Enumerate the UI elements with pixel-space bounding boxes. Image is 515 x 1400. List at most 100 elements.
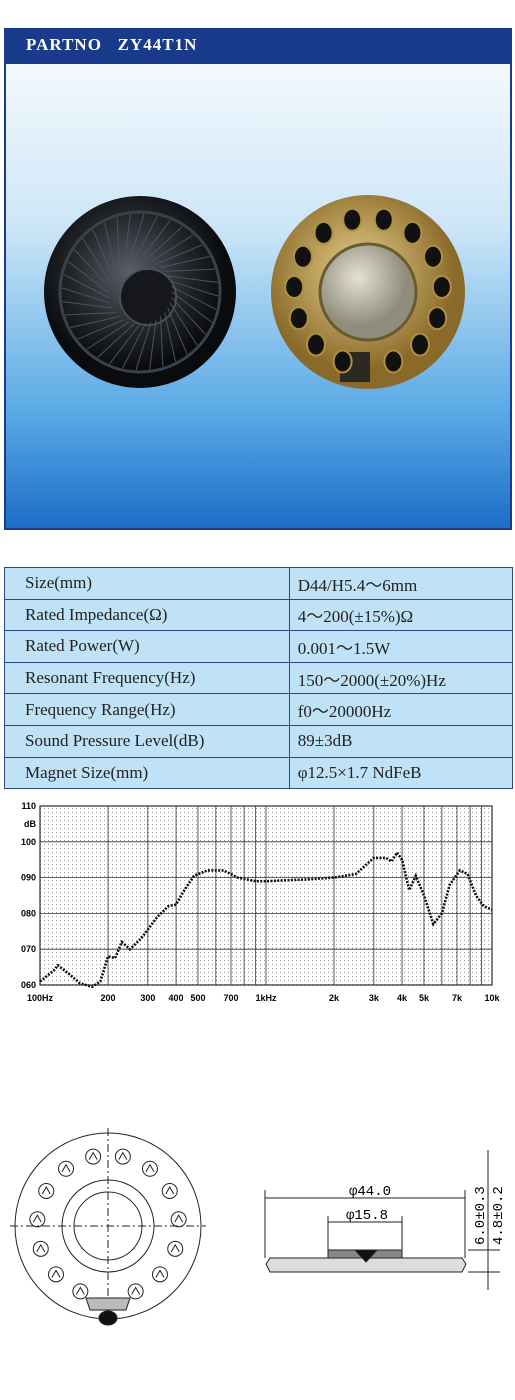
terminal-pad [98,1310,118,1326]
vent-hole [427,306,448,331]
x-tick-label: 500 [190,993,205,1003]
cone-rib [164,268,215,272]
header-title: PARTNO ZY44T1N [4,28,512,62]
vent-hole-mark [32,1214,42,1223]
spec-row: Rated Impedance(Ω) 4～200(±15%)Ω [4,598,514,632]
cone-rib [62,301,113,309]
spec-value: 150～2000(±20%)Hz [288,661,514,695]
cone-rib [70,316,120,328]
vent-hole [127,1283,144,1300]
x-tick-label: 700 [223,993,238,1003]
spec-value: 89±3dB [288,724,514,758]
cone-rib [67,261,109,293]
cone-rib [167,275,218,283]
vent-hole [58,1160,75,1177]
vent-hole [305,332,326,357]
spec-table: Size(mm) D44/H5.4～6mm Rated Impedance(Ω) 4～… [4,567,514,790]
speaker-photos [44,195,465,389]
y-tick-label: 110 [21,801,36,811]
cone-rib [109,323,141,365]
cone-rib [82,238,111,282]
speaker-dome [119,268,177,326]
spec-label: Rated Power(W) [4,630,290,663]
vent-hole-mark [145,1163,155,1172]
cone-rib [65,312,116,316]
x-tick-label: 300 [140,993,155,1003]
cone-rib [171,285,217,310]
x-tick-label: 200 [101,993,116,1003]
y-tick-label: 060 [21,980,36,990]
spec-label: Magnet Size(mm) [4,756,290,790]
vent-hole [29,1211,46,1228]
vent-hole [141,1160,158,1177]
x-tick-label: 100Hz [27,993,54,1003]
dim-label: φ15.8 [346,1208,388,1224]
y-tick-label: 080 [21,908,36,918]
vent-hole [72,1283,89,1300]
cone-rib [74,249,109,287]
vent-hole [410,332,431,357]
vent-hole [431,274,452,299]
side-body [265,1257,467,1273]
vent-hole [288,306,309,331]
cone-rib [77,319,125,340]
cone-rib [164,312,176,362]
cone-rib [169,280,219,297]
spec-value: D44/H5.4～6mm [288,567,514,600]
vent-hole-mark [51,1269,61,1278]
cone-rib [133,215,158,261]
cone-rib [97,323,135,358]
cone-rib [128,213,145,263]
front-drawing [10,1128,206,1326]
vent-hole-mark [174,1214,184,1223]
spec-value: f0～20000Hz [288,693,514,726]
vent-hole [423,244,444,269]
vent-hole [313,220,334,245]
vent-hole [373,207,394,232]
vent-hole [342,207,363,232]
vent-hole [284,274,305,299]
cone-rib [61,287,111,304]
spec-label: Frequency Range(Hz) [4,693,290,726]
spec-value: φ12.5×1.7 NdFeB [288,756,514,790]
vent-hole [161,1182,178,1199]
cone-rib [145,226,183,261]
vent-hole-mark [75,1286,85,1295]
cone-rib [149,319,157,370]
spec-row: Magnet Size(mm) φ12.5×1.7 NdFeB [4,756,514,790]
vent-hole-mark [61,1163,71,1172]
speaker-magnet [318,242,418,342]
vent-hole-mark [41,1185,51,1195]
vent-hole [114,1148,131,1165]
vent-hole [167,1240,184,1257]
side-drawing [264,1150,500,1290]
cone-rib [139,219,171,261]
vent-hole [402,220,423,245]
vent-hole [151,1266,168,1283]
vent-hole [383,349,404,374]
x-tick-label: 1kHz [255,993,277,1003]
vent-hole-mark [88,1151,98,1160]
cone-rib [167,307,188,355]
cone-rib [150,234,194,263]
vent-hole-mark [170,1243,180,1253]
vent-hole [170,1211,187,1228]
cone-rib [116,217,120,268]
x-tick-label: 2k [329,993,340,1003]
cone-rib [169,302,198,346]
x-tick-label: 10k [484,993,500,1003]
x-tick-label: 5k [419,993,430,1003]
terminal [85,1297,131,1311]
x-tick-label: 3k [369,993,380,1003]
cone-rib [171,291,213,323]
vent-hole [32,1240,49,1257]
y-unit: dB [24,819,36,829]
cone-rib [171,297,206,335]
x-tick-label: 4k [397,993,408,1003]
dim-label: 6.0±0.3 [473,1186,489,1245]
dim-label: 4.8±0.2 [491,1186,507,1245]
spec-row: Rated Power(W) 0.001～1.5W [4,630,514,663]
spec-label: Size(mm) [4,567,290,600]
